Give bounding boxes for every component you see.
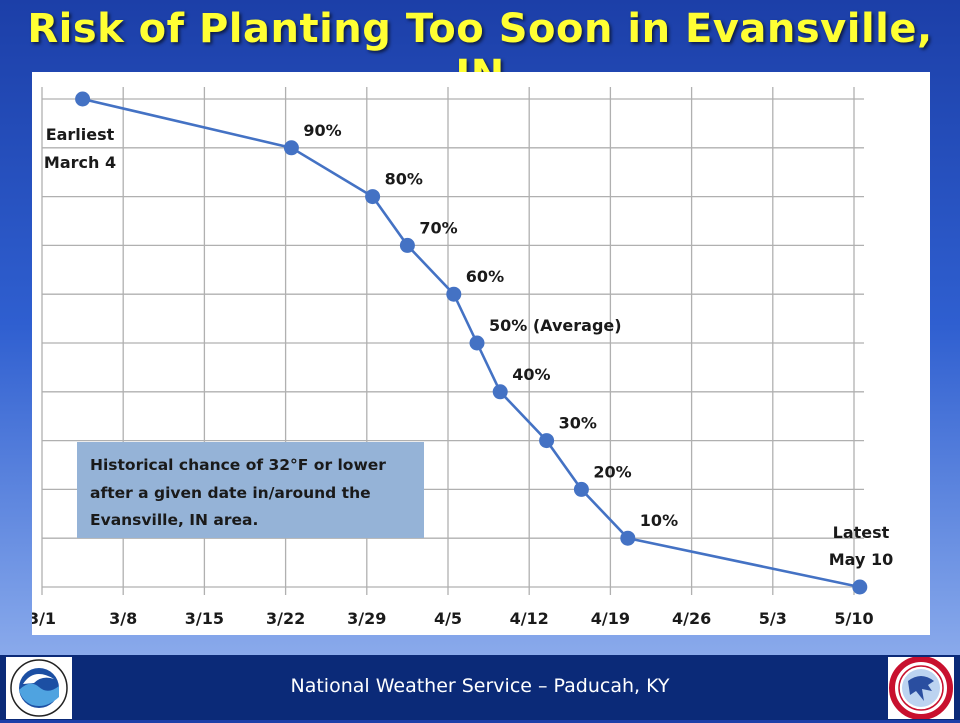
latest-line-1: Latest bbox=[833, 523, 890, 542]
earliest-line-2: March 4 bbox=[44, 153, 116, 172]
x-tick-label: 4/19 bbox=[591, 609, 630, 628]
data-point bbox=[75, 91, 91, 107]
x-tick-label: 3/29 bbox=[347, 609, 386, 628]
series bbox=[75, 91, 868, 595]
x-axis: 3/1 3/8 3/15 3/22 3/29 4/5 4/12 4/19 4/26 5/3 5/10 bbox=[32, 609, 874, 628]
earliest-line-1: Earliest bbox=[46, 125, 115, 144]
data-point bbox=[620, 530, 636, 546]
data-label: 80% bbox=[385, 170, 423, 189]
note-line-3: Evansville, IN area. bbox=[90, 511, 258, 529]
data-label: 60% bbox=[466, 267, 504, 286]
data-point bbox=[852, 579, 868, 595]
latest-line-2: May 10 bbox=[829, 550, 894, 569]
data-point bbox=[365, 189, 381, 205]
data-label: 90% bbox=[303, 121, 341, 140]
data-point bbox=[573, 481, 589, 497]
data-point bbox=[399, 237, 415, 253]
note-line-1: Historical chance of 32°F or lower bbox=[90, 456, 386, 474]
x-tick-label: 3/1 bbox=[32, 609, 56, 628]
data-point bbox=[446, 286, 462, 302]
note-line-2: after a given date in/around the bbox=[90, 484, 371, 502]
note-box: Historical chance of 32°F or lower after… bbox=[77, 442, 424, 538]
data-label: 50% (Average) bbox=[489, 316, 622, 335]
annotations: Earliest March 4 Latest May 10 bbox=[44, 125, 893, 569]
note-box-bg bbox=[77, 442, 424, 538]
x-tick-label: 5/3 bbox=[759, 609, 787, 628]
x-tick-label: 4/5 bbox=[434, 609, 462, 628]
x-tick-label: 4/12 bbox=[510, 609, 549, 628]
noaa-logo-icon bbox=[6, 657, 72, 719]
data-point bbox=[469, 335, 485, 351]
data-label: 10% bbox=[640, 511, 678, 530]
chart-panel: 90% 80% 70% 60% 50% (Average) 40% 30% 20% 10% 3/… bbox=[32, 72, 930, 635]
x-tick-label: 3/22 bbox=[266, 609, 305, 628]
x-tick-label: 3/15 bbox=[185, 609, 224, 628]
labels: 90% 80% 70% 60% 50% (Average) 40% 30% 20% 10% bbox=[303, 121, 678, 530]
footer-text: National Weather Service – Paducah, KY bbox=[290, 675, 670, 697]
data-label: 70% bbox=[419, 218, 457, 237]
chart-svg: 90% 80% 70% 60% 50% (Average) 40% 30% 20% 10% 3/… bbox=[32, 87, 893, 628]
data-label: 30% bbox=[559, 414, 597, 433]
data-label: 20% bbox=[593, 462, 631, 481]
data-label: 40% bbox=[512, 365, 550, 384]
x-tick-label: 5/10 bbox=[834, 609, 873, 628]
data-point bbox=[539, 433, 555, 449]
data-point bbox=[283, 140, 299, 156]
nws-logo-icon bbox=[888, 656, 954, 720]
data-point bbox=[492, 384, 508, 400]
footer-bar: National Weather Service – Paducah, KY bbox=[0, 655, 960, 720]
x-tick-label: 3/8 bbox=[109, 609, 137, 628]
x-tick-label: 4/26 bbox=[672, 609, 711, 628]
